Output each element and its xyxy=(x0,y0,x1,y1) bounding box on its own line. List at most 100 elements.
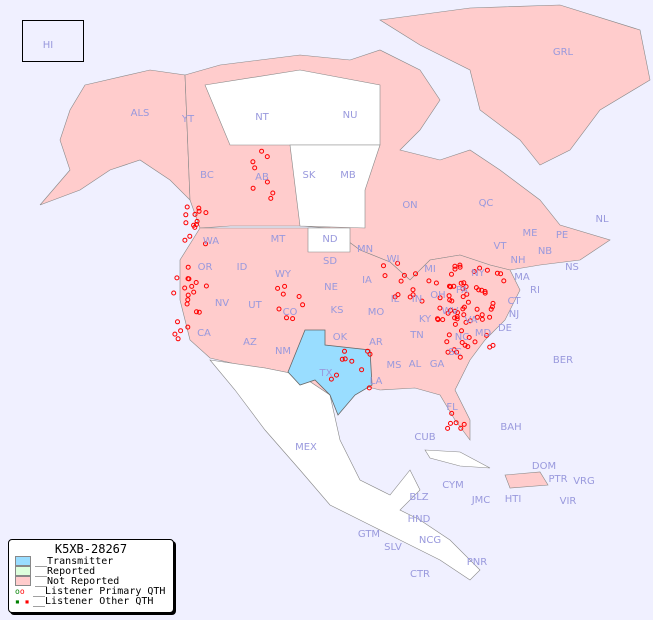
listener-marker xyxy=(359,367,365,373)
region-label-ia: IA xyxy=(362,275,372,286)
region-label-tx: TX xyxy=(319,368,333,379)
region-label-wa: WA xyxy=(203,236,219,247)
region-label-wy: WY xyxy=(275,269,292,280)
region-label-dom: DOM xyxy=(532,461,556,472)
listener-marker xyxy=(426,278,432,284)
listener-marker xyxy=(440,317,446,323)
listener-marker xyxy=(461,280,467,286)
region-mexico[interactable] xyxy=(209,359,481,581)
listener-marker xyxy=(452,321,458,327)
listener-marker xyxy=(185,324,191,330)
region-label-de: DE xyxy=(498,323,512,334)
listener-marker xyxy=(453,420,459,426)
region-alaska[interactable] xyxy=(39,69,191,206)
region-label-cub: CUB xyxy=(414,432,435,443)
region-label-blz: BLZ xyxy=(409,492,428,503)
listener-marker xyxy=(437,305,443,311)
region-label-il: IL xyxy=(391,294,400,305)
listener-marker xyxy=(185,297,191,303)
listener-marker xyxy=(435,317,441,323)
listener-marker xyxy=(193,222,199,227)
region-label-vrg: VRG xyxy=(573,476,595,487)
listener-marker xyxy=(445,349,451,355)
listener-marker xyxy=(196,205,202,211)
region-label-nm: NM xyxy=(275,346,291,357)
listener-marker xyxy=(339,356,345,362)
region-label-hi: HI xyxy=(43,40,53,51)
region-label-qc: QC xyxy=(479,198,494,209)
listener-marker xyxy=(448,420,453,426)
region-label-az: AZ xyxy=(243,337,257,348)
listener-marker xyxy=(182,237,188,243)
region-label-ne: NE xyxy=(324,282,338,293)
listener-marker xyxy=(250,185,256,191)
listener-marker xyxy=(448,307,453,313)
listener-marker xyxy=(175,336,181,342)
region-label-mo: MO xyxy=(368,307,385,318)
listener-marker xyxy=(365,348,371,354)
listener-marker xyxy=(203,283,209,289)
listener-marker xyxy=(413,271,418,277)
listener-marker xyxy=(461,312,467,318)
listener-marker xyxy=(184,204,190,210)
region-label-gtm: GTM xyxy=(358,529,380,540)
listener-marker xyxy=(479,316,485,322)
region-label-ar: AR xyxy=(369,337,383,348)
legend-title: K5XB-28267 xyxy=(54,542,128,556)
region-label-on: ON xyxy=(402,200,417,211)
region-label-als: ALS xyxy=(131,108,150,119)
region-sk-mb[interactable] xyxy=(289,144,381,229)
region-label-oh: OH xyxy=(430,290,445,301)
listener-marker xyxy=(462,342,468,348)
listener-marker xyxy=(419,298,425,304)
region-label-or: OR xyxy=(198,262,213,273)
region-label-sd: SD xyxy=(323,256,337,267)
listener-marker xyxy=(474,314,480,320)
circle-marker-icon: oo xyxy=(15,586,25,596)
hawaii-inset xyxy=(22,20,84,62)
listener-marker xyxy=(270,190,276,196)
legend-not-reported: __Not Reported xyxy=(15,576,173,587)
region-nt-nu[interactable] xyxy=(204,69,381,146)
legend-transmitter: __Transmitter xyxy=(15,556,173,567)
region-label-mex: MEX xyxy=(295,442,317,453)
listener-marker xyxy=(452,266,458,272)
region-label-ks: KS xyxy=(331,305,344,316)
listener-marker xyxy=(471,269,477,274)
region-texas-transmitter[interactable] xyxy=(287,329,373,416)
listener-marker xyxy=(395,292,401,298)
listener-marker xyxy=(487,314,493,320)
legend-other-qth: ▪ ▪ __Listener Other QTH xyxy=(15,595,154,607)
region-cuba[interactable] xyxy=(424,449,491,469)
listener-marker xyxy=(282,283,288,289)
region-label-va: VA xyxy=(464,315,477,326)
listener-marker xyxy=(477,265,483,271)
region-label-nl: NL xyxy=(595,214,608,225)
listener-marker xyxy=(484,332,489,338)
listener-marker xyxy=(191,222,197,228)
listener-marker xyxy=(196,208,202,214)
listener-marker xyxy=(407,294,413,300)
region-label-ms: MS xyxy=(387,360,402,371)
region-label-ga: GA xyxy=(430,359,445,370)
listener-marker xyxy=(252,165,258,171)
listener-marker xyxy=(395,260,401,266)
region-hispaniola[interactable] xyxy=(504,471,549,489)
listener-marker xyxy=(171,290,177,296)
listener-marker xyxy=(381,263,386,269)
region-label-sk: SK xyxy=(303,170,316,181)
listener-marker xyxy=(275,285,281,291)
square-marker-icon: ▪ ▪ xyxy=(15,596,30,606)
listener-marker xyxy=(334,372,339,378)
region-label-ab: AB xyxy=(255,172,269,183)
listener-marker xyxy=(494,270,500,276)
listener-marker xyxy=(328,376,334,382)
listener-marker xyxy=(290,316,296,322)
listener-marker xyxy=(459,340,465,345)
region-label-nc: NC xyxy=(455,332,469,343)
listener-marker xyxy=(172,331,178,337)
listener-marker xyxy=(398,278,404,284)
region-nd[interactable] xyxy=(307,227,351,253)
region-greenland[interactable] xyxy=(379,4,651,166)
region-label-mi: MI xyxy=(424,264,436,275)
